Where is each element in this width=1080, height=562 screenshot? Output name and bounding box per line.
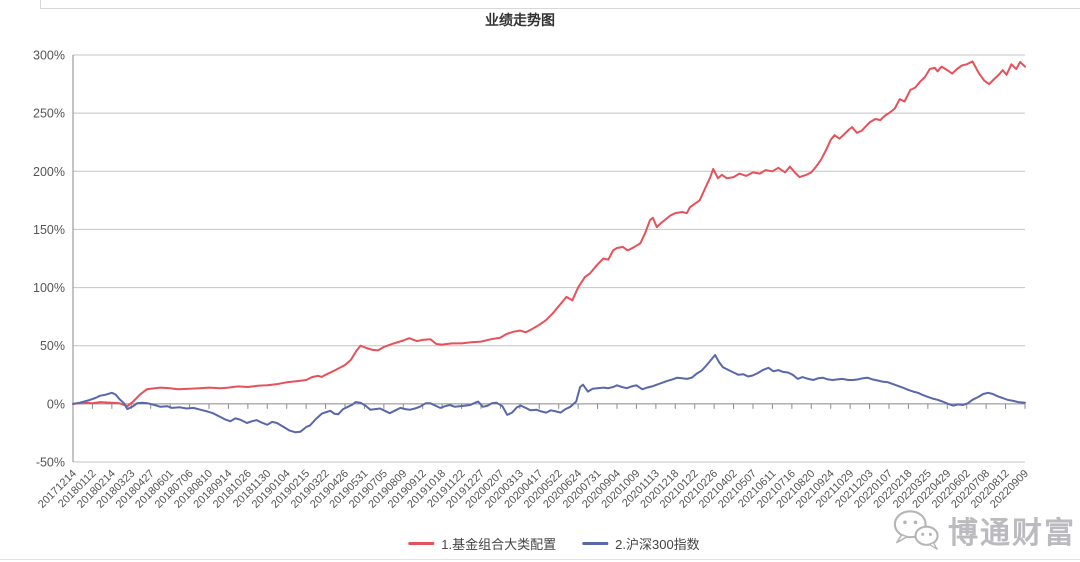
wechat-icon [893, 510, 939, 550]
y-axis-label: 100% [33, 281, 65, 295]
series-line-2 [72, 354, 1026, 434]
y-axis-label: -50% [36, 456, 65, 470]
y-axis-label: 0% [47, 397, 65, 411]
legend-item-2[interactable]: 2.沪深300指数 [582, 534, 700, 553]
legend-label: 1.基金组合大类配置 [441, 537, 557, 552]
chart-legend: 1.基金组合大类配置 2.沪深300指数 [408, 534, 700, 553]
y-axis-label: 150% [33, 223, 65, 237]
y-axis-label: 250% [33, 107, 65, 121]
panel-top-border [40, 8, 1080, 9]
watermark-text: 博通财富 [948, 517, 1076, 550]
chart-title: 业绩走势图 [485, 12, 555, 28]
y-axis-label: 50% [40, 339, 65, 353]
legend-label: 2.沪深300指数 [615, 537, 700, 552]
panel-top-border-corner [40, 0, 41, 8]
series-line-1 [72, 60, 1026, 408]
legend-item-1[interactable]: 1.基金组合大类配置 [408, 534, 556, 553]
legend-swatch [408, 542, 435, 545]
y-axis-label: 200% [33, 165, 65, 179]
watermark: 博通财富 [890, 506, 1076, 554]
page-bottom-divider [0, 559, 1080, 560]
legend-swatch [582, 542, 609, 545]
y-axis-label: 300% [33, 49, 65, 63]
